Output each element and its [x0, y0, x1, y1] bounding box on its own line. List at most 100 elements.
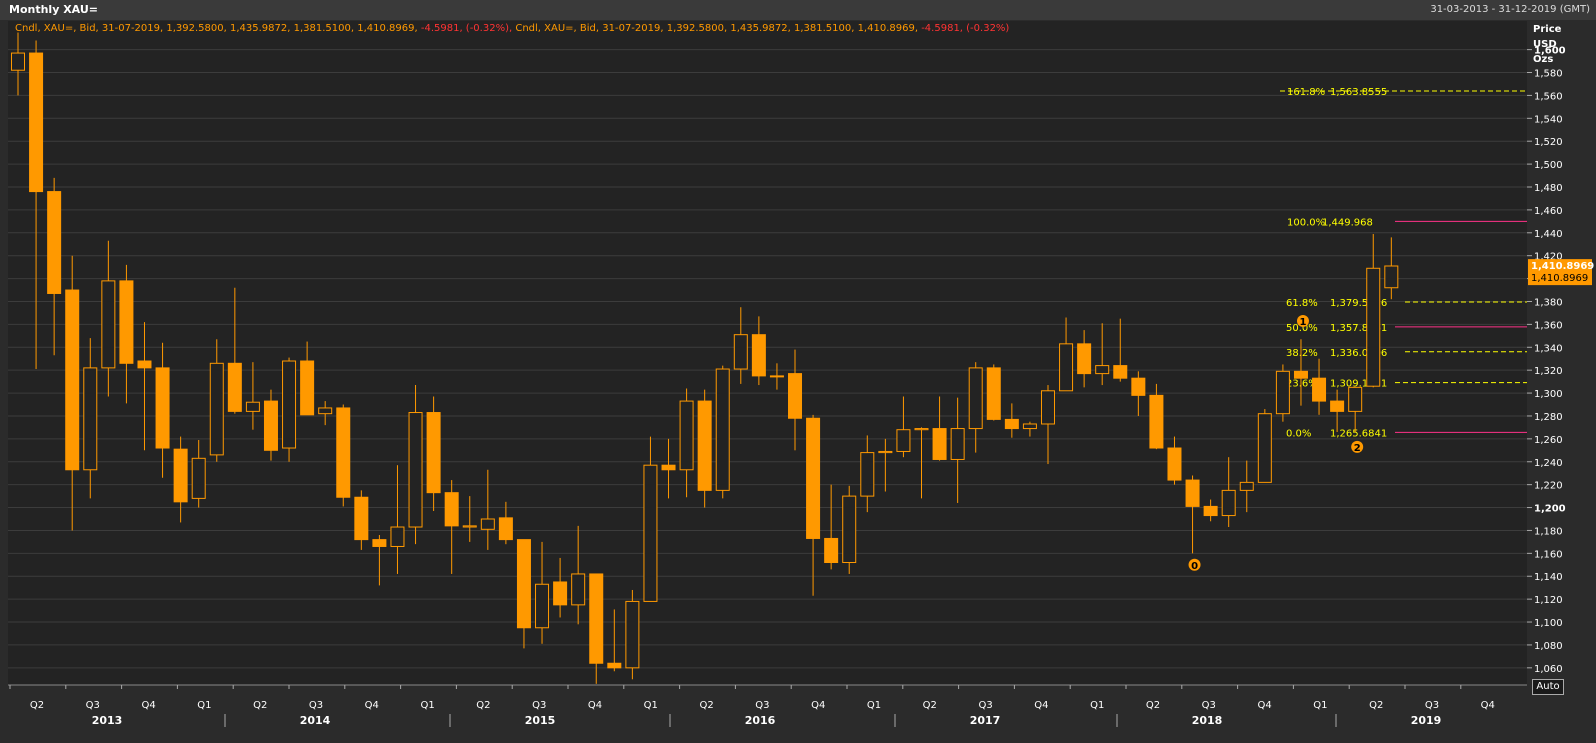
candle-body — [11, 52, 25, 71]
candle-body — [263, 400, 278, 451]
quarter-label: Q3 — [978, 700, 992, 711]
last-price-label: 1,410.8969 — [1531, 261, 1594, 272]
candle-body — [733, 334, 748, 370]
candle-body — [1040, 390, 1055, 425]
y-tick-label: 1,360 — [1534, 320, 1563, 331]
candle-body — [390, 526, 405, 547]
quarter-label: Q2 — [923, 700, 937, 711]
fib-percent-label: 0.0% — [1286, 428, 1311, 439]
quarter-label: Q4 — [365, 700, 379, 711]
candle-body — [878, 450, 893, 454]
candle-body — [462, 525, 477, 528]
candle-body — [1113, 365, 1128, 379]
year-label: 2019 — [1411, 714, 1442, 727]
candle-body — [824, 537, 839, 564]
time-axis: Q2 Q3 Q4 Q1 Q2 Q3 Q4 Q1 Q2 Q3 Q4 Q1 Q2 Q3 Q4 Q1 Q2 Q3 Q4 Q1… — [8, 684, 1527, 727]
candle-body — [715, 368, 730, 491]
y-tick-label: 1,560 — [1534, 91, 1563, 102]
fibonacci-levels: 161.8% 1,563.8555 100.0%1,449.968 61.8% 1,37… — [1280, 87, 1527, 439]
fib-percent-label: 161.8% — [1287, 87, 1325, 98]
candle-body — [950, 428, 965, 460]
candle-body — [1293, 370, 1308, 379]
candle-body — [245, 401, 260, 412]
candle-body — [1131, 377, 1146, 396]
quarter-label: Q2 — [30, 700, 44, 711]
y-tick-label: 1,440 — [1534, 229, 1563, 240]
candle-body — [788, 373, 803, 419]
legend-part-2: Cndl, XAU=, Bid, 31-07-2019, 1,392.5800,… — [515, 23, 919, 34]
candle-body — [480, 518, 495, 530]
y-tick-label: 1,420 — [1534, 252, 1563, 263]
legend-part-1: Cndl, XAU=, Bid, 31-07-2019, 1,392.5800,… — [15, 23, 418, 34]
y-tick-label: 1,460 — [1534, 206, 1563, 217]
quarter-label: Q1 — [1313, 700, 1327, 711]
candle-body — [553, 581, 568, 606]
candle-body — [1095, 365, 1110, 375]
candle-body — [806, 417, 821, 539]
candle-body — [769, 375, 784, 378]
fib-percent-label: 100.0% — [1287, 217, 1325, 228]
title-bar: Monthly XAU= 31-03-2013 - 31-12-2019 (GM… — [0, 0, 1596, 20]
y-tick-label: 1,080 — [1534, 641, 1563, 652]
candle-body — [516, 539, 531, 629]
candle-body — [986, 367, 1001, 420]
quarter-label: Q1 — [197, 700, 211, 711]
wave-markers: 0 1 2 — [1188, 314, 1364, 572]
candle-body — [227, 362, 242, 412]
quarter-label: Q2 — [699, 700, 713, 711]
candle-body — [1022, 423, 1037, 430]
axis-header-price: Price — [1533, 24, 1562, 35]
quarter-label: Q2 — [476, 700, 490, 711]
quarter-label: Q3 — [1202, 700, 1216, 711]
wave-marker — [1296, 314, 1309, 327]
quarter-label: Q3 — [1425, 700, 1439, 711]
quarter-label: Q2 — [1369, 700, 1383, 711]
y-tick-label: 1,220 — [1534, 481, 1563, 492]
year-label: 2016 — [745, 714, 776, 727]
fib-percent-label: 23.6% — [1286, 379, 1318, 390]
auto-scale-button[interactable]: Auto — [1532, 679, 1564, 695]
candle-body — [336, 407, 351, 498]
candle-body — [29, 52, 44, 193]
last-price-tag — [1528, 259, 1592, 286]
candle-body — [354, 496, 369, 541]
y-tick-label: 1,140 — [1534, 572, 1563, 583]
quarter-label: Q4 — [811, 700, 825, 711]
axis-header-unit: Ozs — [1533, 54, 1553, 65]
year-label: 2015 — [525, 714, 556, 727]
candle-body — [1149, 394, 1164, 449]
candle-body — [83, 367, 98, 471]
candle-body — [1312, 377, 1327, 402]
legend-change-2: -4.5981, (-0.32%) — [921, 23, 1010, 34]
candle-body — [968, 367, 983, 430]
candle-body — [571, 573, 586, 606]
candle-body — [372, 539, 387, 547]
candle-body — [1239, 481, 1254, 491]
candle-body — [101, 280, 116, 369]
fib-value-label: 1,449.968 — [1322, 217, 1373, 228]
y-tick-label: 1,300 — [1534, 389, 1563, 400]
fib-value-label: 1,357.8261 — [1330, 323, 1387, 334]
y-tick-label: 1,180 — [1534, 526, 1563, 537]
candle-body — [896, 429, 911, 452]
candle-body — [318, 407, 333, 415]
y-tick-label: 1,160 — [1534, 549, 1563, 560]
quarter-label: Q1 — [644, 700, 658, 711]
candle-body — [173, 448, 188, 503]
y-tick-label: 1,500 — [1534, 160, 1563, 171]
candle-body — [697, 400, 712, 491]
candle-body — [1366, 267, 1381, 387]
candle-body — [209, 362, 224, 456]
quarter-label: Q4 — [1034, 700, 1048, 711]
wave-marker-label: 0 — [1191, 561, 1198, 572]
wave-marker — [1351, 440, 1364, 453]
candle-body — [191, 457, 206, 499]
candle-body — [1330, 400, 1345, 412]
last-price-value: 1,410.8969 — [1531, 273, 1588, 284]
candle-body — [914, 428, 929, 431]
quarter-label: Q4 — [588, 700, 602, 711]
candle-body — [751, 334, 766, 377]
y-tick-label: 1,100 — [1534, 618, 1563, 629]
fib-percent-label: 38.2% — [1286, 348, 1318, 359]
